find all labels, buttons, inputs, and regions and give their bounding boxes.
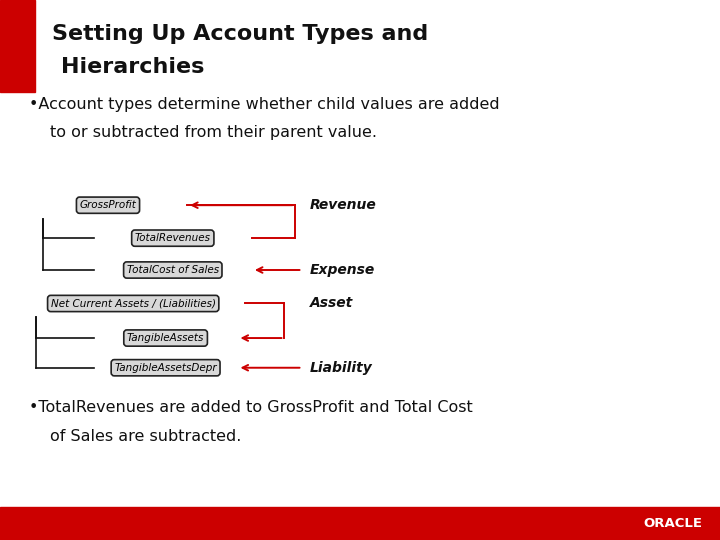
Bar bbox=[0, 0, 35, 92]
Text: •TotalRevenues are added to GrossProfit and Total Cost: •TotalRevenues are added to GrossProfit … bbox=[29, 400, 472, 415]
Text: Liability: Liability bbox=[310, 361, 372, 375]
Text: •Account types determine whether child values are added: •Account types determine whether child v… bbox=[29, 97, 500, 112]
Text: TotalRevenues: TotalRevenues bbox=[135, 233, 211, 243]
Text: Setting Up Account Types and: Setting Up Account Types and bbox=[52, 24, 428, 44]
Text: TangibleAssetsDepr: TangibleAssetsDepr bbox=[114, 363, 217, 373]
Text: Revenue: Revenue bbox=[310, 198, 377, 212]
Text: Asset: Asset bbox=[310, 296, 353, 310]
Text: TangibleAssets: TangibleAssets bbox=[127, 333, 204, 343]
Text: GrossProfit: GrossProfit bbox=[80, 200, 136, 210]
Text: of Sales are subtracted.: of Sales are subtracted. bbox=[50, 429, 242, 444]
Text: TotalCost of Sales: TotalCost of Sales bbox=[127, 265, 219, 275]
Text: Net Current Assets / (Liabilities): Net Current Assets / (Liabilities) bbox=[50, 299, 216, 308]
Text: Expense: Expense bbox=[310, 263, 375, 277]
Text: ORACLE: ORACLE bbox=[643, 517, 702, 530]
Text: to or subtracted from their parent value.: to or subtracted from their parent value… bbox=[50, 125, 377, 140]
Text: Hierarchies: Hierarchies bbox=[61, 57, 204, 77]
Bar bbox=[0, 507, 720, 540]
